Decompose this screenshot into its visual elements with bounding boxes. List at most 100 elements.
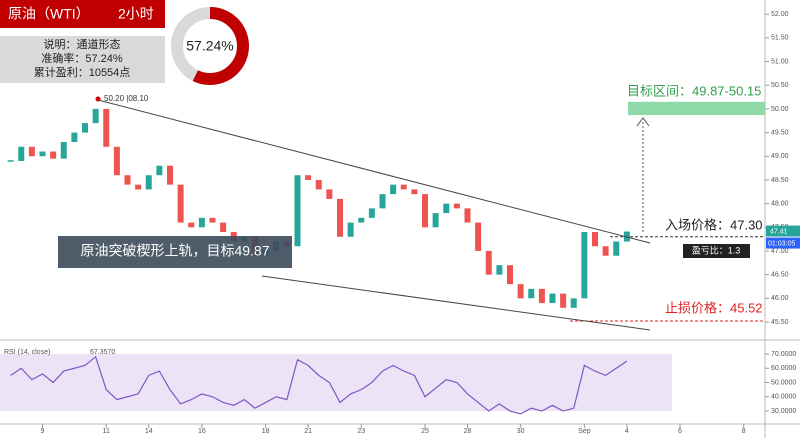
entry-label: 入场价格：47.30 — [665, 217, 763, 232]
y-tick-label: 49.50 — [771, 129, 789, 136]
candle — [188, 222, 195, 228]
candle — [581, 232, 588, 299]
callout-box — [58, 236, 292, 268]
candle — [432, 213, 439, 228]
x-tick-label: 16 — [198, 428, 206, 435]
candle — [145, 175, 152, 190]
donut-arc — [171, 7, 249, 85]
candle — [326, 189, 333, 199]
candle — [103, 108, 110, 147]
candle — [549, 293, 556, 304]
high-point — [95, 96, 101, 102]
ratio-box — [683, 244, 750, 258]
candle — [209, 217, 216, 223]
candle — [411, 189, 418, 195]
candle — [528, 288, 535, 299]
price-tag: 47.41 — [770, 228, 788, 235]
x-tick-label: Sep — [578, 428, 591, 435]
candle — [71, 132, 78, 143]
ratio-label: 盈亏比：1.3 — [692, 244, 741, 255]
x-tick-label: 8 — [742, 428, 746, 435]
candle — [60, 142, 67, 159]
stop-label: 止损价格：45.52 — [665, 300, 763, 315]
candle — [198, 217, 205, 228]
candle — [400, 184, 407, 190]
y-tick-label: 51.50 — [771, 35, 789, 42]
x-tick-label: 9 — [41, 428, 45, 435]
y-tick-label: 50.0000 — [771, 379, 796, 386]
candle — [475, 222, 482, 251]
candle — [50, 151, 57, 159]
candle — [220, 222, 227, 233]
candle — [422, 194, 428, 228]
y-tick-label: 51.00 — [771, 58, 789, 65]
info-box — [0, 36, 165, 83]
candle — [443, 203, 450, 214]
candle — [177, 184, 184, 223]
candle — [379, 194, 386, 209]
y-tick-label: 40.0000 — [771, 394, 796, 401]
info-line: 准确率：57.24% — [41, 51, 123, 65]
x-tick-label: 6 — [678, 428, 682, 435]
x-tick-label: 11 — [103, 428, 110, 435]
y-tick-label: 60.0000 — [771, 365, 796, 372]
y-tick-label: 50.50 — [771, 82, 789, 89]
y-tick-label: 46.00 — [771, 295, 789, 302]
candle — [167, 165, 173, 185]
candle — [507, 265, 513, 285]
x-tick-label: 23 — [357, 428, 365, 435]
price-tag-box — [766, 225, 800, 237]
candle — [156, 165, 163, 176]
candle — [517, 284, 524, 299]
rsi-last: 67.3570 — [90, 349, 115, 356]
candle — [538, 288, 545, 304]
candle — [560, 293, 567, 308]
y-tick-label: 47.00 — [771, 248, 789, 255]
y-tick-label: 52.00 — [771, 11, 789, 18]
y-tick-label: 50.00 — [771, 106, 789, 113]
y-tick-label: 45.50 — [771, 319, 789, 326]
candle — [390, 184, 397, 195]
x-tick-label: 25 — [421, 428, 429, 435]
x-tick-label: 18 — [262, 428, 270, 435]
x-tick-label: 21 — [304, 428, 312, 435]
candle — [485, 250, 492, 275]
header-bar — [0, 0, 165, 28]
time-tag-box — [766, 237, 800, 249]
candle — [464, 208, 471, 223]
high-label: 50.20 |08.10 — [104, 94, 149, 103]
instrument: 原油（WTI） — [8, 6, 90, 22]
candle — [453, 203, 460, 209]
y-tick-label: 30.0000 — [771, 408, 796, 415]
candle — [613, 241, 620, 256]
y-tick-label: 49.00 — [771, 153, 789, 160]
rsi-line — [10, 355, 628, 415]
candle — [18, 146, 25, 162]
candle — [92, 108, 99, 124]
callout: 原油突破楔形上轨，目标49.87 — [80, 243, 269, 259]
wedge-upper-line — [97, 99, 651, 244]
candle — [368, 208, 375, 218]
target-zone — [628, 101, 765, 116]
candle — [570, 298, 577, 308]
candle — [28, 146, 35, 157]
candle — [135, 184, 142, 190]
x-tick-label: 4 — [625, 428, 629, 435]
info-line: 说明：通道形态 — [44, 37, 121, 51]
timeframe: 2小时 — [118, 6, 154, 22]
candle — [315, 179, 322, 190]
candle — [496, 265, 503, 275]
candle — [39, 151, 46, 157]
y-tick-label: 48.00 — [771, 200, 789, 207]
y-tick-label: 70.0000 — [771, 351, 796, 358]
candle — [592, 232, 598, 247]
candle — [602, 246, 609, 256]
x-tick-label: 28 — [464, 428, 472, 435]
candle — [358, 217, 365, 223]
time-tag: 01:03:05 — [768, 240, 795, 247]
rsi-band — [0, 353, 672, 412]
x-tick-label: 30 — [517, 428, 525, 435]
candle — [124, 175, 131, 185]
candle — [113, 146, 120, 176]
